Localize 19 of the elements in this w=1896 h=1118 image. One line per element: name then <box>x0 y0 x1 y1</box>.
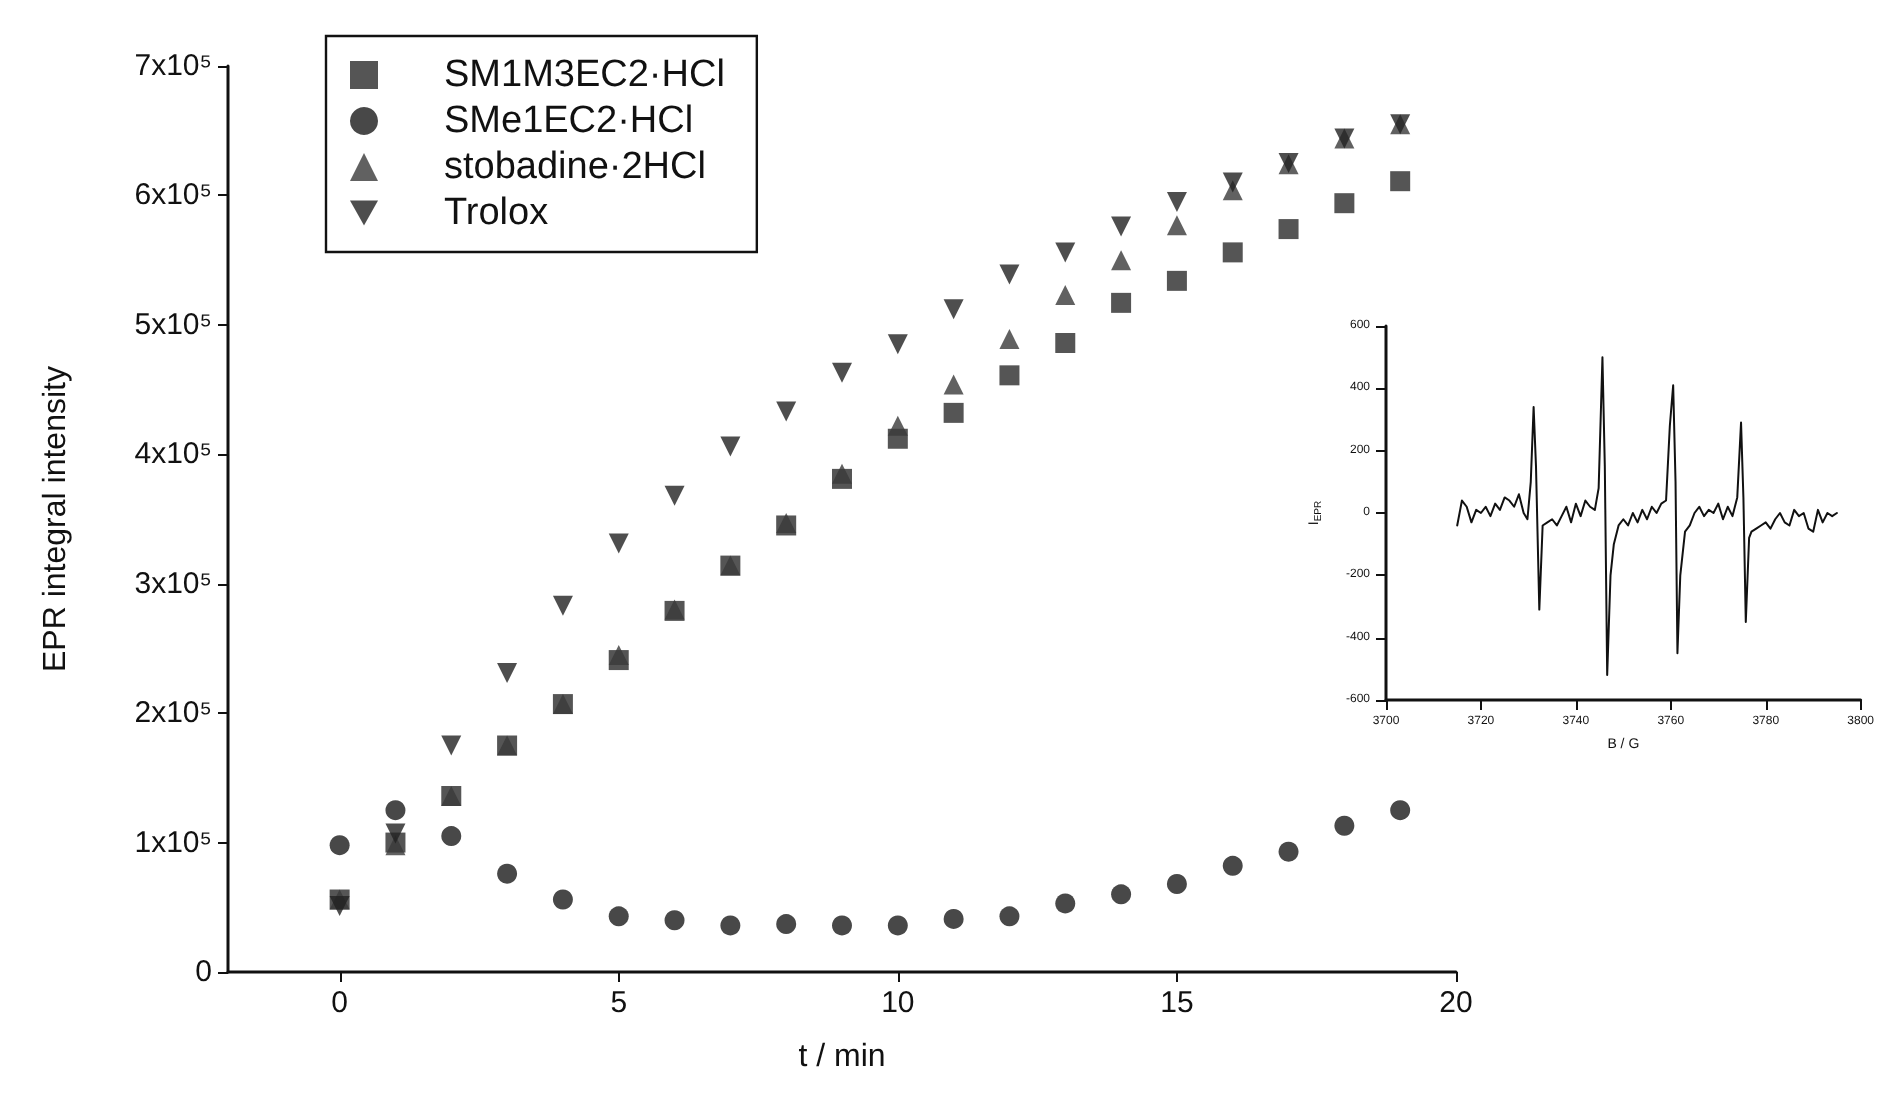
legend-label: SM1M3EC2·HCl <box>444 54 725 96</box>
y-tick-label: 1x10⁵ <box>134 825 212 860</box>
legend-label: SMe1EC2·HCl <box>444 100 694 142</box>
x-tick-label: 15 <box>1160 986 1194 1020</box>
y-tick-label: 6x10⁵ <box>134 178 212 213</box>
x-tick-label: 10 <box>881 986 915 1020</box>
x-tick-label: 20 <box>1439 986 1473 1020</box>
y-tick-label: 5x10⁵ <box>134 307 212 342</box>
y-tick-label: 2x10⁵ <box>134 696 212 731</box>
legend-label: Trolox <box>444 192 550 234</box>
x-tick-label: 5 <box>610 986 628 1020</box>
legend-label: stobadine·2HCl <box>444 146 706 188</box>
y-axis-title: EPR integral intensity <box>39 366 73 672</box>
y-tick-label: 4x10⁵ <box>134 437 212 472</box>
y-tick-label: 3x10⁵ <box>134 566 212 601</box>
x-axis-title: t / min <box>798 1040 886 1074</box>
y-tick-label: 7x10⁵ <box>134 49 212 83</box>
y-tick-label: 0 <box>195 955 212 989</box>
x-tick-label: 0 <box>331 986 348 1020</box>
